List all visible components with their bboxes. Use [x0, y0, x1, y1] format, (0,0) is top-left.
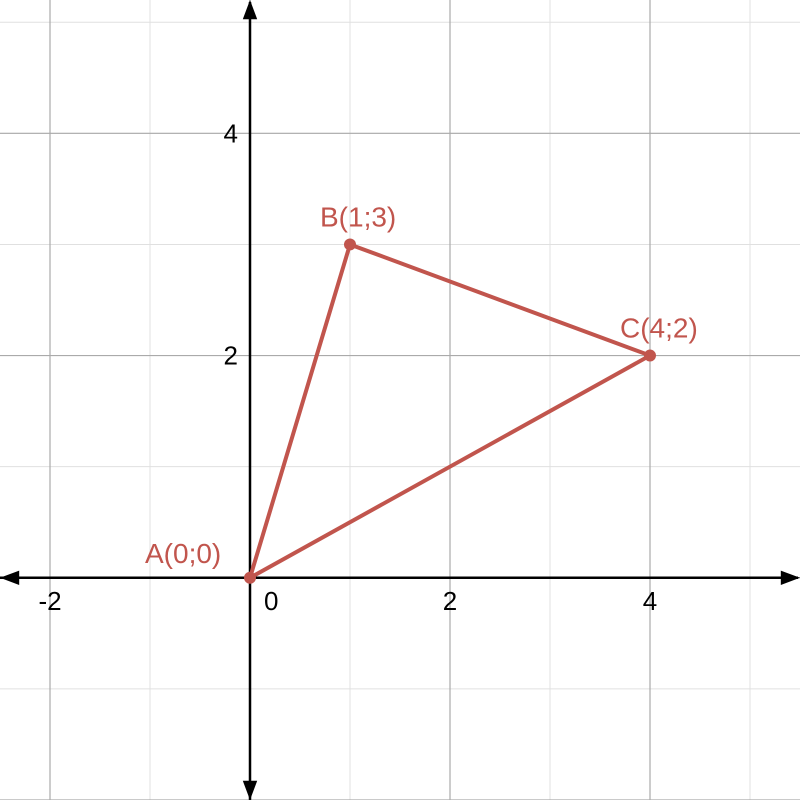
y-axis-arrow-down — [243, 781, 257, 800]
x-axis-arrow-right — [781, 571, 800, 585]
point-c — [644, 350, 656, 362]
point-label-c: C(4;2) — [620, 313, 698, 344]
y-tick-label: 2 — [224, 341, 238, 371]
point-a — [244, 572, 256, 584]
x-tick-label: 4 — [643, 586, 657, 616]
y-tick-label: 4 — [224, 118, 238, 148]
x-tick-label: 0 — [264, 586, 278, 616]
point-label-b: B(1;3) — [320, 201, 396, 232]
x-tick-label: -2 — [38, 586, 61, 616]
y-axis-arrow-up — [243, 0, 257, 19]
coordinate-chart: -2 0 2 4 2 4 A(0;0) B(1;3) C(4;2) — [0, 0, 800, 800]
x-axis-arrow-left — [0, 571, 19, 585]
x-tick-label: 2 — [443, 586, 457, 616]
triangle-edge — [250, 244, 350, 577]
point-label-a: A(0;0) — [145, 538, 221, 569]
triangle-edge — [350, 244, 650, 355]
point-b — [344, 238, 356, 250]
